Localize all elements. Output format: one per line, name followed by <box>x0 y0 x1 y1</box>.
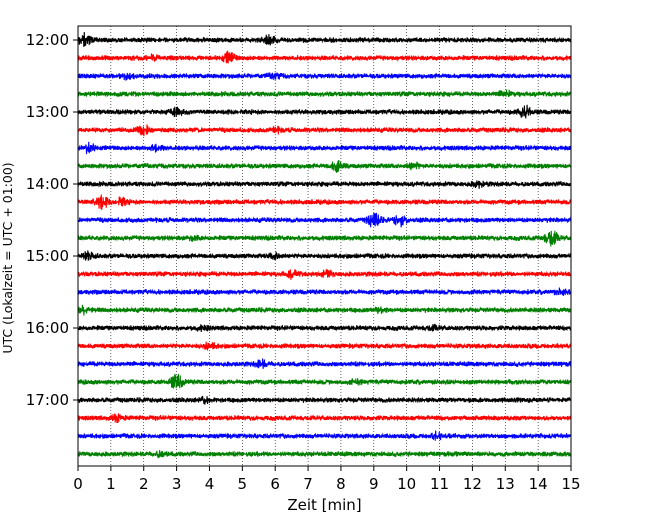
trace-line <box>77 89 572 98</box>
trace-line <box>77 212 572 228</box>
x-axis-ticks: 0 1 2 3 4 5 6 7 8 9 10 11 12 13 14 15 <box>73 466 581 493</box>
y-tick-label: 12:00 <box>26 31 69 49</box>
trace-line <box>77 230 572 247</box>
plot-frame <box>77 25 572 467</box>
trace-line <box>77 358 572 369</box>
trace-line <box>77 430 572 441</box>
x-tick-label: 14 <box>529 475 548 493</box>
trace-16:30 <box>77 358 572 369</box>
trace-line <box>77 104 572 119</box>
trace-13:45 <box>77 160 572 173</box>
trace-line <box>77 124 572 137</box>
x-tick-label: 9 <box>369 475 379 493</box>
trace-12:30 <box>77 72 572 81</box>
trace-14:30 <box>77 212 572 228</box>
trace-12:00 <box>77 32 572 47</box>
trace-13:15 <box>77 124 572 137</box>
trace-15:30 <box>77 287 572 296</box>
x-tick-label: 0 <box>73 475 83 493</box>
y-axis-ticks: 12:00 13:00 14:00 15:00 16:00 17:00 <box>26 31 78 409</box>
x-tick-label: 11 <box>430 475 449 493</box>
trace-17:15 <box>77 413 572 423</box>
trace-14:45 <box>77 230 572 247</box>
trace-line <box>77 32 572 47</box>
x-tick-label: 7 <box>303 475 313 493</box>
x-tick-label: 13 <box>496 475 515 493</box>
trace-17:00 <box>77 395 572 405</box>
trace-13:30 <box>77 141 572 155</box>
trace-16:00 <box>77 323 572 332</box>
trace-line <box>77 413 572 423</box>
trace-16:45 <box>77 373 572 389</box>
trace-line <box>77 141 572 155</box>
x-tick-label: 8 <box>336 475 346 493</box>
x-tick-label: 5 <box>238 475 248 493</box>
y-axis-label: UTC (Lokalzeit = UTC + 01:00) <box>0 162 15 353</box>
x-tick-label: 4 <box>205 475 215 493</box>
x-tick-label: 3 <box>172 475 182 493</box>
x-tick-label: 1 <box>106 475 116 493</box>
vertical-gridlines <box>110 26 539 466</box>
trace-series <box>77 32 572 459</box>
trace-line <box>77 373 572 389</box>
y-tick-label: 13:00 <box>26 103 69 121</box>
y-tick-label: 14:00 <box>26 175 69 193</box>
trace-line <box>77 194 572 210</box>
y-tick-label: 16:00 <box>26 319 69 337</box>
trace-line <box>77 450 572 459</box>
trace-line <box>77 287 572 296</box>
trace-line <box>77 250 572 261</box>
trace-12:45 <box>77 89 572 98</box>
trace-17:45 <box>77 450 572 459</box>
trace-line <box>77 395 572 405</box>
trace-line <box>77 72 572 81</box>
trace-line <box>77 323 572 332</box>
x-tick-label: 2 <box>139 475 149 493</box>
trace-13:00 <box>77 104 572 119</box>
x-tick-label: 10 <box>397 475 416 493</box>
x-tick-label: 15 <box>561 475 580 493</box>
trace-15:45 <box>77 304 572 316</box>
y-tick-label: 17:00 <box>26 391 69 409</box>
trace-15:00 <box>77 250 572 261</box>
y-tick-label: 15:00 <box>26 247 69 265</box>
trace-14:00 <box>77 180 572 189</box>
trace-line <box>77 341 572 351</box>
trace-12:15 <box>77 50 572 64</box>
trace-16:15 <box>77 341 572 351</box>
trace-line <box>77 304 572 316</box>
trace-14:15 <box>77 194 572 210</box>
x-axis-label: Zeit [min] <box>287 496 361 514</box>
trace-15:15 <box>77 269 572 280</box>
trace-line <box>77 50 572 64</box>
x-tick-label: 12 <box>463 475 482 493</box>
trace-line <box>77 160 572 173</box>
x-tick-label: 6 <box>270 475 280 493</box>
trace-line <box>77 180 572 189</box>
trace-17:30 <box>77 430 572 441</box>
trace-line <box>77 269 572 280</box>
